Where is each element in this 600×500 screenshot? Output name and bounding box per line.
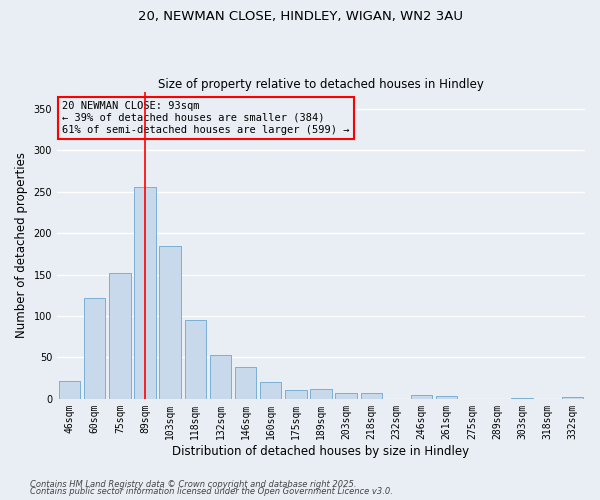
Bar (59, 380, 80, 399)
Bar (109, 273, 131, 399)
Text: 20, NEWMAN CLOSE, HINDLEY, WIGAN, WN2 3AU: 20, NEWMAN CLOSE, HINDLEY, WIGAN, WN2 3A… (137, 10, 463, 23)
Bar (335, 393, 357, 399)
Bar (260, 382, 281, 399)
Y-axis label: Number of detached properties: Number of detached properties (15, 152, 28, 338)
Bar (411, 394, 432, 399)
Text: 20 NEWMAN CLOSE: 93sqm
← 39% of detached houses are smaller (384)
61% of semi-de: 20 NEWMAN CLOSE: 93sqm ← 39% of detached… (62, 102, 350, 134)
Bar (160, 246, 181, 399)
Title: Size of property relative to detached houses in Hindley: Size of property relative to detached ho… (158, 78, 484, 91)
Bar (436, 396, 457, 399)
Bar (134, 188, 156, 399)
Bar (562, 397, 583, 399)
Bar (310, 389, 332, 399)
Bar (235, 368, 256, 399)
Bar (210, 355, 231, 399)
Bar (511, 398, 533, 399)
Bar (84, 298, 106, 399)
X-axis label: Distribution of detached houses by size in Hindley: Distribution of detached houses by size … (172, 444, 470, 458)
Bar (285, 390, 307, 399)
Text: Contains HM Land Registry data © Crown copyright and database right 2025.: Contains HM Land Registry data © Crown c… (30, 480, 356, 489)
Bar (361, 393, 382, 399)
Bar (185, 320, 206, 399)
Text: Contains public sector information licensed under the Open Government Licence v3: Contains public sector information licen… (30, 488, 393, 496)
